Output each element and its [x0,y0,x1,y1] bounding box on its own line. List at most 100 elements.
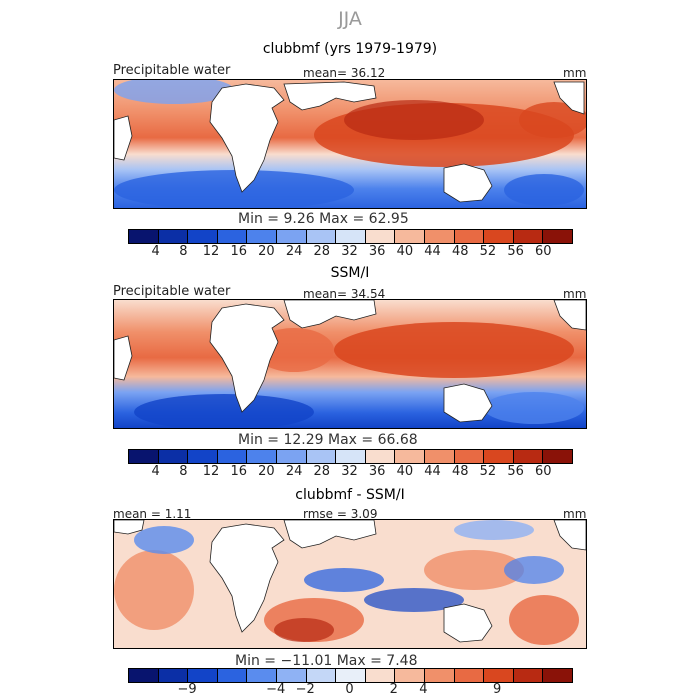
season-title: JJA [338,8,362,30]
colorbar-swatch [543,669,572,682]
panel-2-map-field [114,300,586,428]
colorbar-tick-label: 48 [451,464,469,479]
panel-1-title: clubbmf (yrs 1979-1979) [262,41,438,57]
panel-2-variable-label: Precipitable water [113,284,231,299]
colorbar-swatch [543,230,572,243]
colorbar-tick-label: 0 [345,682,354,697]
colorbar-tick-label: 60 [535,244,552,259]
panel-2-colorbar [128,449,573,464]
colorbar-tick-label: 9 [493,682,502,697]
colorbar-tick-label: 4 [151,464,160,479]
panel-1-map-field [114,80,586,208]
colorbar-swatch [484,230,514,243]
colorbar-tick-label: 4 [419,682,428,697]
colorbar-swatch [247,669,277,682]
colorbar-swatch [158,669,189,682]
colorbar-tick-label: 44 [424,464,441,479]
colorbar-tick-label: 52 [479,464,497,479]
colorbar-tick-label: 24 [285,244,303,259]
colorbar-swatch [217,230,248,243]
colorbar-tick-label: 20 [258,464,275,479]
panel-2-title: SSM/I [330,265,370,281]
colorbar-tick-label: 28 [313,244,331,259]
panel-3-minmax: Min = −11.01 Max = 7.48 [235,653,418,669]
panel-2-colorbar-ticks: 4 8 12 16 20 24 28 32 36 40 44 48 52 56 60 [128,464,571,480]
colorbar-tick-label: 52 [479,244,497,259]
colorbar-swatch [365,450,396,463]
colorbar-tick-label: 20 [258,244,275,259]
panel-3-map-field [114,520,586,648]
colorbar-tick-label: 4 [151,244,160,259]
colorbar-swatch [484,450,514,463]
colorbar-swatch [188,669,218,682]
panel-3-colorbar [128,668,573,683]
colorbar-swatch [424,230,455,243]
colorbar-swatch [158,450,189,463]
colorbar-swatch [395,450,425,463]
colorbar-swatch [336,230,366,243]
colorbar-tick-label: 8 [179,464,188,479]
panel-3-colorbar-ticks: −9 −4 −2 0 2 4 9 [128,682,571,698]
colorbar-tick-label: 60 [535,464,552,479]
panel-3-units: mm [563,507,587,521]
colorbar-swatch [129,230,159,243]
colorbar-swatch [306,450,337,463]
colorbar-swatch [336,669,366,682]
colorbar-tick-label: 48 [451,244,469,259]
colorbar-swatch [395,230,425,243]
panel-3-rmse: rmse = 3.09 [303,507,378,521]
colorbar-swatch [484,669,514,682]
colorbar-swatch [276,230,307,243]
panel-1-units: mm [563,66,587,80]
panel-1-minmax: Min = 9.26 Max = 62.95 [238,211,409,227]
colorbar-tick-label: 28 [313,464,331,479]
panel-1-colorbar-ticks: 4 8 12 16 20 24 28 32 36 40 44 48 52 56 60 [128,244,571,260]
panel-2-units: mm [563,287,587,301]
panel-3-title: clubbmf - SSM/I [295,487,405,503]
colorbar-swatch [129,669,159,682]
colorbar-swatch [306,669,337,682]
panel-1-mean: mean= 36.12 [303,66,386,80]
colorbar-swatch [513,230,544,243]
colorbar-tick-label: 16 [230,244,248,259]
colorbar-swatch [395,669,425,682]
colorbar-tick-label: −2 [295,682,315,697]
colorbar-tick-label: 12 [202,464,220,479]
colorbar-swatch [217,669,248,682]
colorbar-swatch [424,669,455,682]
colorbar-swatch [454,669,485,682]
colorbar-tick-label: 8 [179,244,188,259]
colorbar-tick-label: 24 [285,464,303,479]
colorbar-swatch [276,669,307,682]
colorbar-tick-label: 32 [341,464,358,479]
colorbar-tick-label: 40 [396,464,414,479]
colorbar-swatch [454,230,485,243]
colorbar-swatch [217,450,248,463]
colorbar-swatch [158,230,189,243]
colorbar-tick-label: 56 [507,464,524,479]
panel-2-mean: mean= 34.54 [303,287,386,301]
colorbar-tick-label: −4 [266,682,286,697]
colorbar-swatch [513,669,544,682]
colorbar-swatch [365,669,396,682]
panel-3-mean: mean = 1.11 [113,507,192,521]
colorbar-swatch [129,450,159,463]
colorbar-swatch [188,230,218,243]
colorbar-swatch [276,450,307,463]
colorbar-swatch [365,230,396,243]
panel-2-map [113,299,587,429]
colorbar-tick-label: 44 [424,244,441,259]
colorbar-swatch [336,450,366,463]
colorbar-tick-label: 12 [202,244,220,259]
colorbar-swatch [424,450,455,463]
panel-1-colorbar [128,229,573,244]
colorbar-tick-label: 2 [389,682,398,697]
panel-3-map [113,519,587,649]
colorbar-tick-label: 40 [396,244,414,259]
colorbar-swatch [247,230,277,243]
colorbar-tick-label: 36 [368,244,386,259]
panel-1-variable-label: Precipitable water [113,63,231,78]
panel-1-map [113,79,587,209]
colorbar-swatch [306,230,337,243]
panel-2-minmax: Min = 12.29 Max = 66.68 [238,432,418,448]
